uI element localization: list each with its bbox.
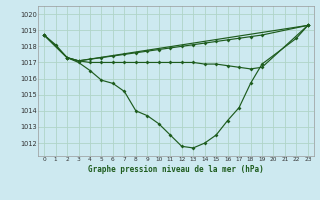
X-axis label: Graphe pression niveau de la mer (hPa): Graphe pression niveau de la mer (hPa) (88, 165, 264, 174)
